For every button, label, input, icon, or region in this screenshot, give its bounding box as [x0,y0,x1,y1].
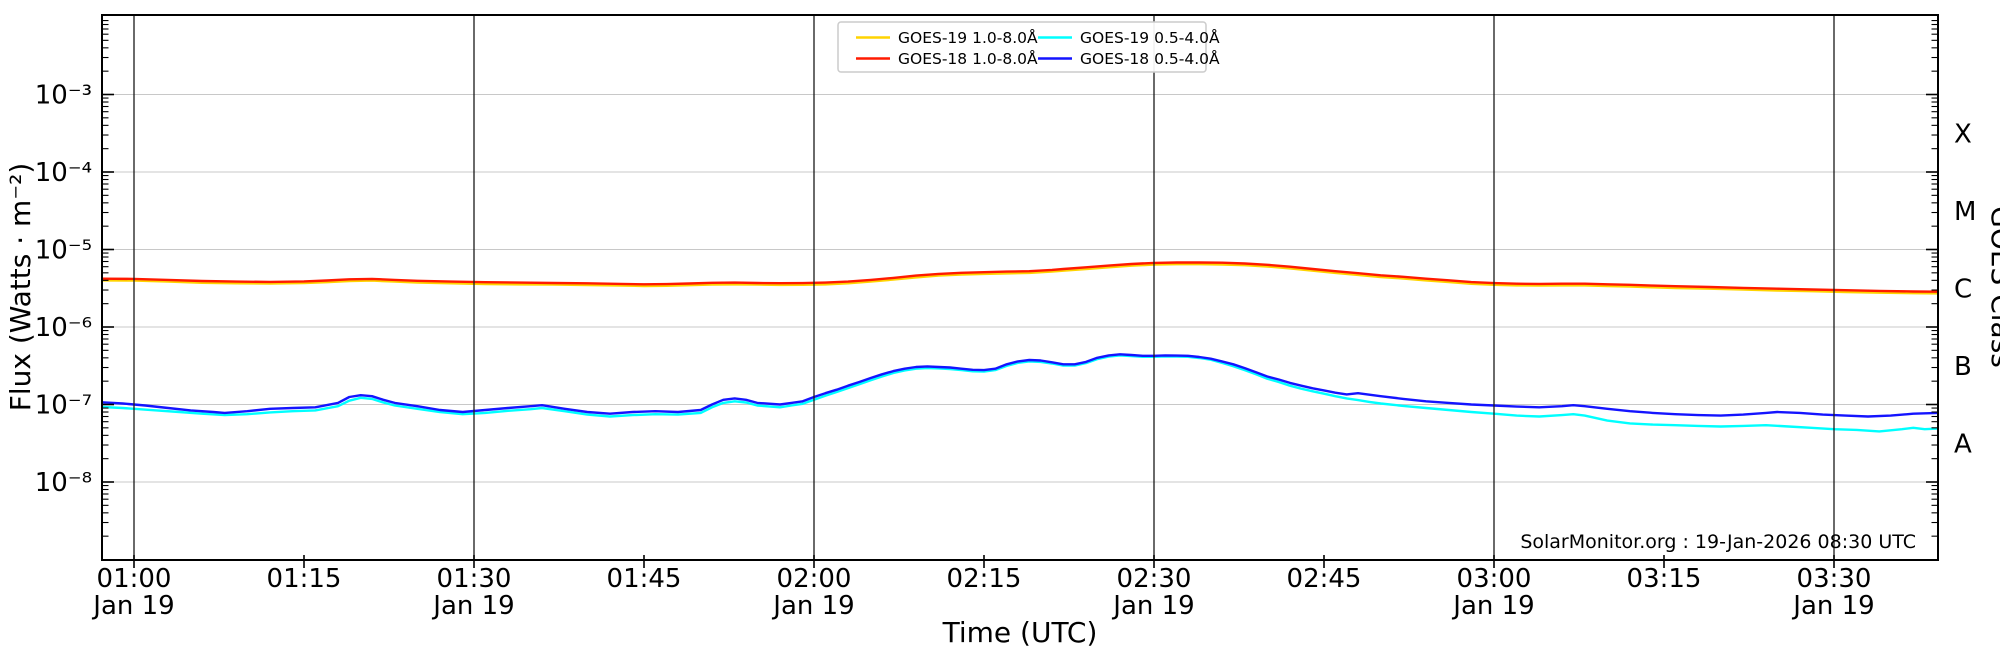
y-tick-label: 10⁻³ [35,81,92,111]
watermark-text: SolarMonitor.org : 19-Jan-2026 08:30 UTC [1520,531,1916,553]
legend-label-2: GOES-19 0.5-4.0Å [1080,28,1220,47]
flux-series-lines [102,261,1938,433]
y-tick-label: 10⁻⁵ [35,236,92,266]
axis-ticks [102,19,1938,568]
y-tick-label: 10⁻⁸ [35,468,92,498]
legend-label-0: GOES-19 1.0-8.0Å [898,28,1038,47]
goes-class-letters: X M C B A [1954,119,1976,459]
y-tick-label: 10⁻⁴ [35,158,92,188]
goes-class-label-A: A [1954,429,1972,459]
x-tick-date-label: Jan 19 [771,591,854,621]
series-line-3 [102,353,1938,418]
series-line-2 [102,354,1938,433]
y-tick-label: 10⁻⁷ [35,391,92,421]
x-tick-label: 03:00 [1457,564,1532,594]
y-tick-labels: 10⁻³ 10⁻⁴ 10⁻⁵ 10⁻⁶ 10⁻⁷ 10⁻⁸ [35,81,92,499]
goes-class-label-M: M [1954,197,1976,227]
x-tick-label: 02:30 [1117,564,1192,594]
legend-label-1: GOES-18 1.0-8.0Å [898,49,1038,68]
x-tick-date-label: Jan 19 [431,591,514,621]
x-tick-label: 02:45 [1287,564,1362,594]
x-tick-date-label: Jan 19 [91,591,174,621]
y-tick-label: 10⁻⁶ [35,313,92,343]
legend: GOES-19 1.0-8.0Å GOES-18 1.0-8.0Å GOES-19 … [837,21,1220,73]
legend-label-3: GOES-18 0.5-4.0Å [1080,49,1220,68]
goes-class-label-X: X [1954,119,1972,149]
x-tick-label: 01:15 [267,564,342,594]
plot-border [101,14,1939,561]
x-tick-date-label: Jan 19 [1791,591,1874,621]
x-tick-label: 02:00 [777,564,852,594]
x-tick-label: 02:15 [947,564,1022,594]
x-tick-label: 01:30 [437,564,512,594]
vertical-time-gridlines [133,15,1835,560]
right-axis-title: GOES Class [1985,206,2000,368]
goes-class-label-C: C [1954,274,1972,304]
goes-class-label-B: B [1954,352,1972,382]
x-tick-date-label: Jan 19 [1451,591,1534,621]
x-tick-label: 03:30 [1797,564,1872,594]
x-tick-label: 03:15 [1627,564,1702,594]
y-axis-title: Flux (Watts · m⁻²) [4,163,37,412]
x-tick-label: 01:00 [97,564,172,594]
x-axis-title: Time (UTC) [942,616,1098,649]
legend-box [837,21,1207,73]
x-tick-label: 01:45 [607,564,682,594]
x-tick-date-label: Jan 19 [1111,591,1194,621]
series-line-1 [102,261,1938,293]
series-line-0 [102,263,1938,295]
